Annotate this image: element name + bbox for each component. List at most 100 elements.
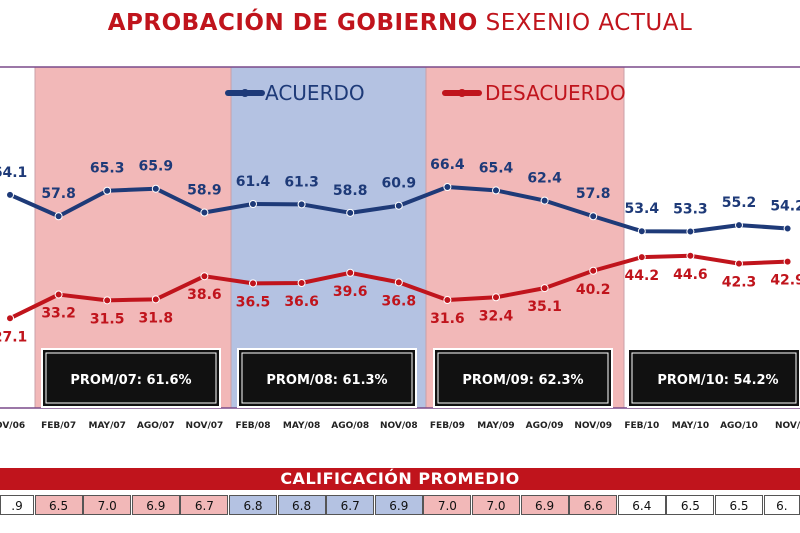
x-tick-6: MAY/08 [283, 421, 320, 431]
grade-cell-12: 6.6 [569, 495, 618, 515]
data-label-acuerdo-5: 61.4 [236, 174, 271, 190]
point-acuerdo-13 [637, 227, 646, 236]
x-tick-16: NOV/ [775, 421, 800, 431]
data-label-acuerdo-9: 66.4 [430, 157, 465, 173]
period-averages: PROM/07: 61.6% PROM/08: 61.3% PROM/09: 62.… [41, 348, 800, 408]
x-tick-9: FEB/09 [430, 421, 465, 431]
point-desacuerdo-8 [394, 278, 403, 287]
data-label-desacuerdo-0: 27.1 [0, 329, 27, 345]
point-desacuerdo-12 [589, 266, 598, 275]
point-desacuerdo-1 [54, 290, 63, 299]
data-label-desacuerdo-8: 36.8 [382, 293, 417, 309]
calificacion-title: CALIFICACIÓN PROMEDIO [0, 468, 800, 490]
legend-marker [241, 89, 249, 97]
point-acuerdo-14 [686, 227, 695, 236]
data-label-desacuerdo-9: 31.6 [430, 311, 465, 327]
point-acuerdo-10 [492, 186, 500, 195]
data-label-desacuerdo-1: 33.2 [41, 306, 76, 322]
data-label-acuerdo-8: 60.9 [382, 176, 417, 192]
approval-chart: ACUERDO DESACUERDO 64.1 57.8 65.3 65.9 58.9 61… [0, 66, 800, 431]
grade-cell-15: 6.5 [715, 495, 763, 515]
point-desacuerdo-0 [6, 314, 14, 323]
data-label-acuerdo-11: 62.4 [527, 171, 562, 187]
x-tick-12: NOV/09 [574, 421, 612, 431]
x-tick-5: FEB/08 [236, 421, 271, 431]
x-tick-0: OV/06 [0, 421, 25, 431]
x-tick-2: MAY/07 [89, 421, 126, 431]
point-acuerdo-6 [297, 200, 306, 209]
data-label-acuerdo-2: 65.3 [90, 161, 125, 177]
point-desacuerdo-9 [443, 296, 452, 304]
point-acuerdo-8 [394, 201, 403, 210]
legend-label-acuerdo: ACUERDO [265, 81, 365, 105]
point-acuerdo-9 [443, 183, 452, 191]
x-tick-labels: OV/06 FEB/07 MAY/07 AGO/07 NOV/07 FEB/08 MAY/0… [0, 421, 800, 431]
data-label-desacuerdo-2: 31.5 [90, 311, 125, 327]
grade-cell-13: 6.4 [617, 495, 666, 515]
point-desacuerdo-6 [297, 279, 306, 287]
prom-box-2009 [433, 348, 613, 408]
point-acuerdo-1 [54, 212, 63, 221]
data-label-acuerdo-3: 65.9 [139, 159, 174, 175]
data-label-acuerdo-10: 65.4 [479, 160, 514, 176]
point-desacuerdo-7 [346, 268, 355, 277]
chart-title: APROBACIÓN DE GOBIERNO SEXENIO ACTUAL [0, 10, 800, 36]
title-light: SEXENIO ACTUAL [485, 10, 693, 36]
grade-cell-1: 6.5 [34, 495, 83, 515]
data-label-acuerdo-13: 53.4 [625, 201, 660, 217]
data-label-acuerdo-1: 57.8 [41, 186, 76, 202]
point-desacuerdo-14 [686, 251, 695, 260]
data-label-desacuerdo-14: 44.6 [673, 267, 708, 283]
grade-cell-4: 6.7 [180, 495, 229, 515]
data-label-acuerdo-12: 57.8 [576, 186, 611, 202]
prom-box-2010 [627, 348, 800, 408]
point-acuerdo-5 [249, 200, 257, 208]
data-labels: 64.1 57.8 65.3 65.9 58.9 61.4 61.3 58.8 60.9 66.4… [0, 157, 800, 345]
data-label-desacuerdo-11: 35.1 [527, 299, 562, 315]
prom-label-2010: PROM/10: 54.2% [657, 373, 778, 388]
grade-cell-10: 7.0 [472, 495, 520, 515]
point-desacuerdo-5 [249, 279, 257, 288]
point-acuerdo-4 [200, 208, 209, 217]
x-tick-4: NOV/07 [186, 421, 224, 431]
series-lines [6, 183, 792, 323]
x-tick-10: MAY/09 [477, 421, 514, 431]
point-acuerdo-16 [783, 224, 792, 233]
data-label-desacuerdo-3: 31.8 [139, 310, 174, 326]
point-acuerdo-7 [346, 208, 355, 217]
calificacion-row: .9 6.5 7.0 6.9 6.7 6.8 6.8 6.7 6.9 7.0 7.0 6.9 6.6 6.… [0, 495, 800, 517]
grade-cell-0: .9 [0, 495, 34, 515]
prom-label-2009: PROM/09: 62.3% [462, 373, 583, 388]
x-tick-14: MAY/10 [672, 421, 709, 431]
x-tick-8: NOV/08 [380, 421, 418, 431]
grade-cell-6: 6.8 [277, 495, 326, 515]
point-desacuerdo-4 [200, 272, 209, 281]
data-label-acuerdo-16: 54.2 [770, 198, 800, 214]
prom-label-2008: PROM/08: 61.3% [266, 373, 387, 388]
prom-box-2007 [41, 348, 221, 408]
data-label-desacuerdo-5: 36.5 [236, 294, 271, 310]
x-tick-3: AGO/07 [137, 421, 175, 431]
data-label-desacuerdo-7: 39.6 [333, 284, 368, 300]
prom-box-2008 [237, 348, 417, 408]
prom-box-inner [631, 352, 797, 404]
grade-cell-5: 6.8 [229, 495, 277, 515]
x-tick-15: AGO/10 [720, 421, 758, 431]
x-tick-7: AGO/08 [331, 421, 369, 431]
data-label-acuerdo-7: 58.8 [333, 183, 368, 199]
point-desacuerdo-11 [540, 284, 549, 293]
point-desacuerdo-15 [735, 259, 743, 268]
prom-box-inner [45, 352, 217, 404]
legend: ACUERDO DESACUERDO [225, 81, 626, 105]
data-label-desacuerdo-4: 38.6 [187, 287, 222, 303]
point-desacuerdo-2 [103, 296, 112, 305]
point-acuerdo-2 [103, 186, 112, 195]
data-label-desacuerdo-12: 40.2 [576, 282, 611, 298]
point-acuerdo-15 [735, 221, 743, 230]
point-acuerdo-3 [151, 184, 160, 193]
x-tick-1: FEB/07 [41, 421, 76, 431]
grade-cell-3: 6.9 [131, 495, 180, 515]
point-acuerdo-12 [589, 212, 598, 221]
x-tick-11: AGO/09 [526, 421, 564, 431]
prom-box-inner [437, 352, 609, 404]
